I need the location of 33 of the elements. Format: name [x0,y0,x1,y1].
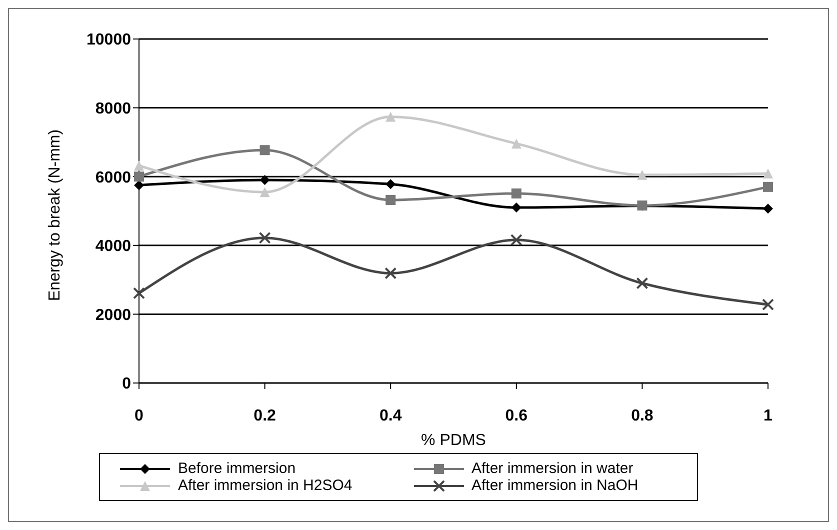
y-tick-label: 2000 [95,306,132,324]
y-tick-label: 6000 [95,169,132,186]
point [260,175,270,186]
y-tick-label: 8000 [95,100,132,118]
point [511,202,522,213]
point [763,182,773,192]
x-tick-label: 0 [134,407,144,424]
point [763,204,773,214]
point [134,160,144,171]
y-tick-label: 10000 [86,32,132,49]
point [386,194,396,205]
point [134,180,144,190]
point [260,187,270,198]
point [386,112,396,122]
legend-label: After immersion in water [472,460,634,477]
legend-label: Before immersion [178,460,296,477]
point [260,145,270,156]
point [511,188,522,198]
y-axis-title: Energy to break (N-mm) [46,129,64,301]
x-tick-label: 0.2 [254,407,276,424]
x-tick-label: 0.4 [379,407,402,424]
point [386,179,396,190]
point [637,170,648,180]
y-tick-label: 0 [122,376,132,393]
legend-label: After immersion in NaOH [472,477,638,494]
x-tick-label: 0.8 [631,407,654,424]
x-tick-label: 0.6 [505,407,528,424]
x-tick-label: 1 [764,407,773,424]
point [763,168,773,179]
legend-label: After immersion in H2SO4 [178,477,352,494]
point [511,138,522,149]
x-axis-title: % PDMS [421,432,486,449]
y-tick-label: 4000 [95,238,132,256]
